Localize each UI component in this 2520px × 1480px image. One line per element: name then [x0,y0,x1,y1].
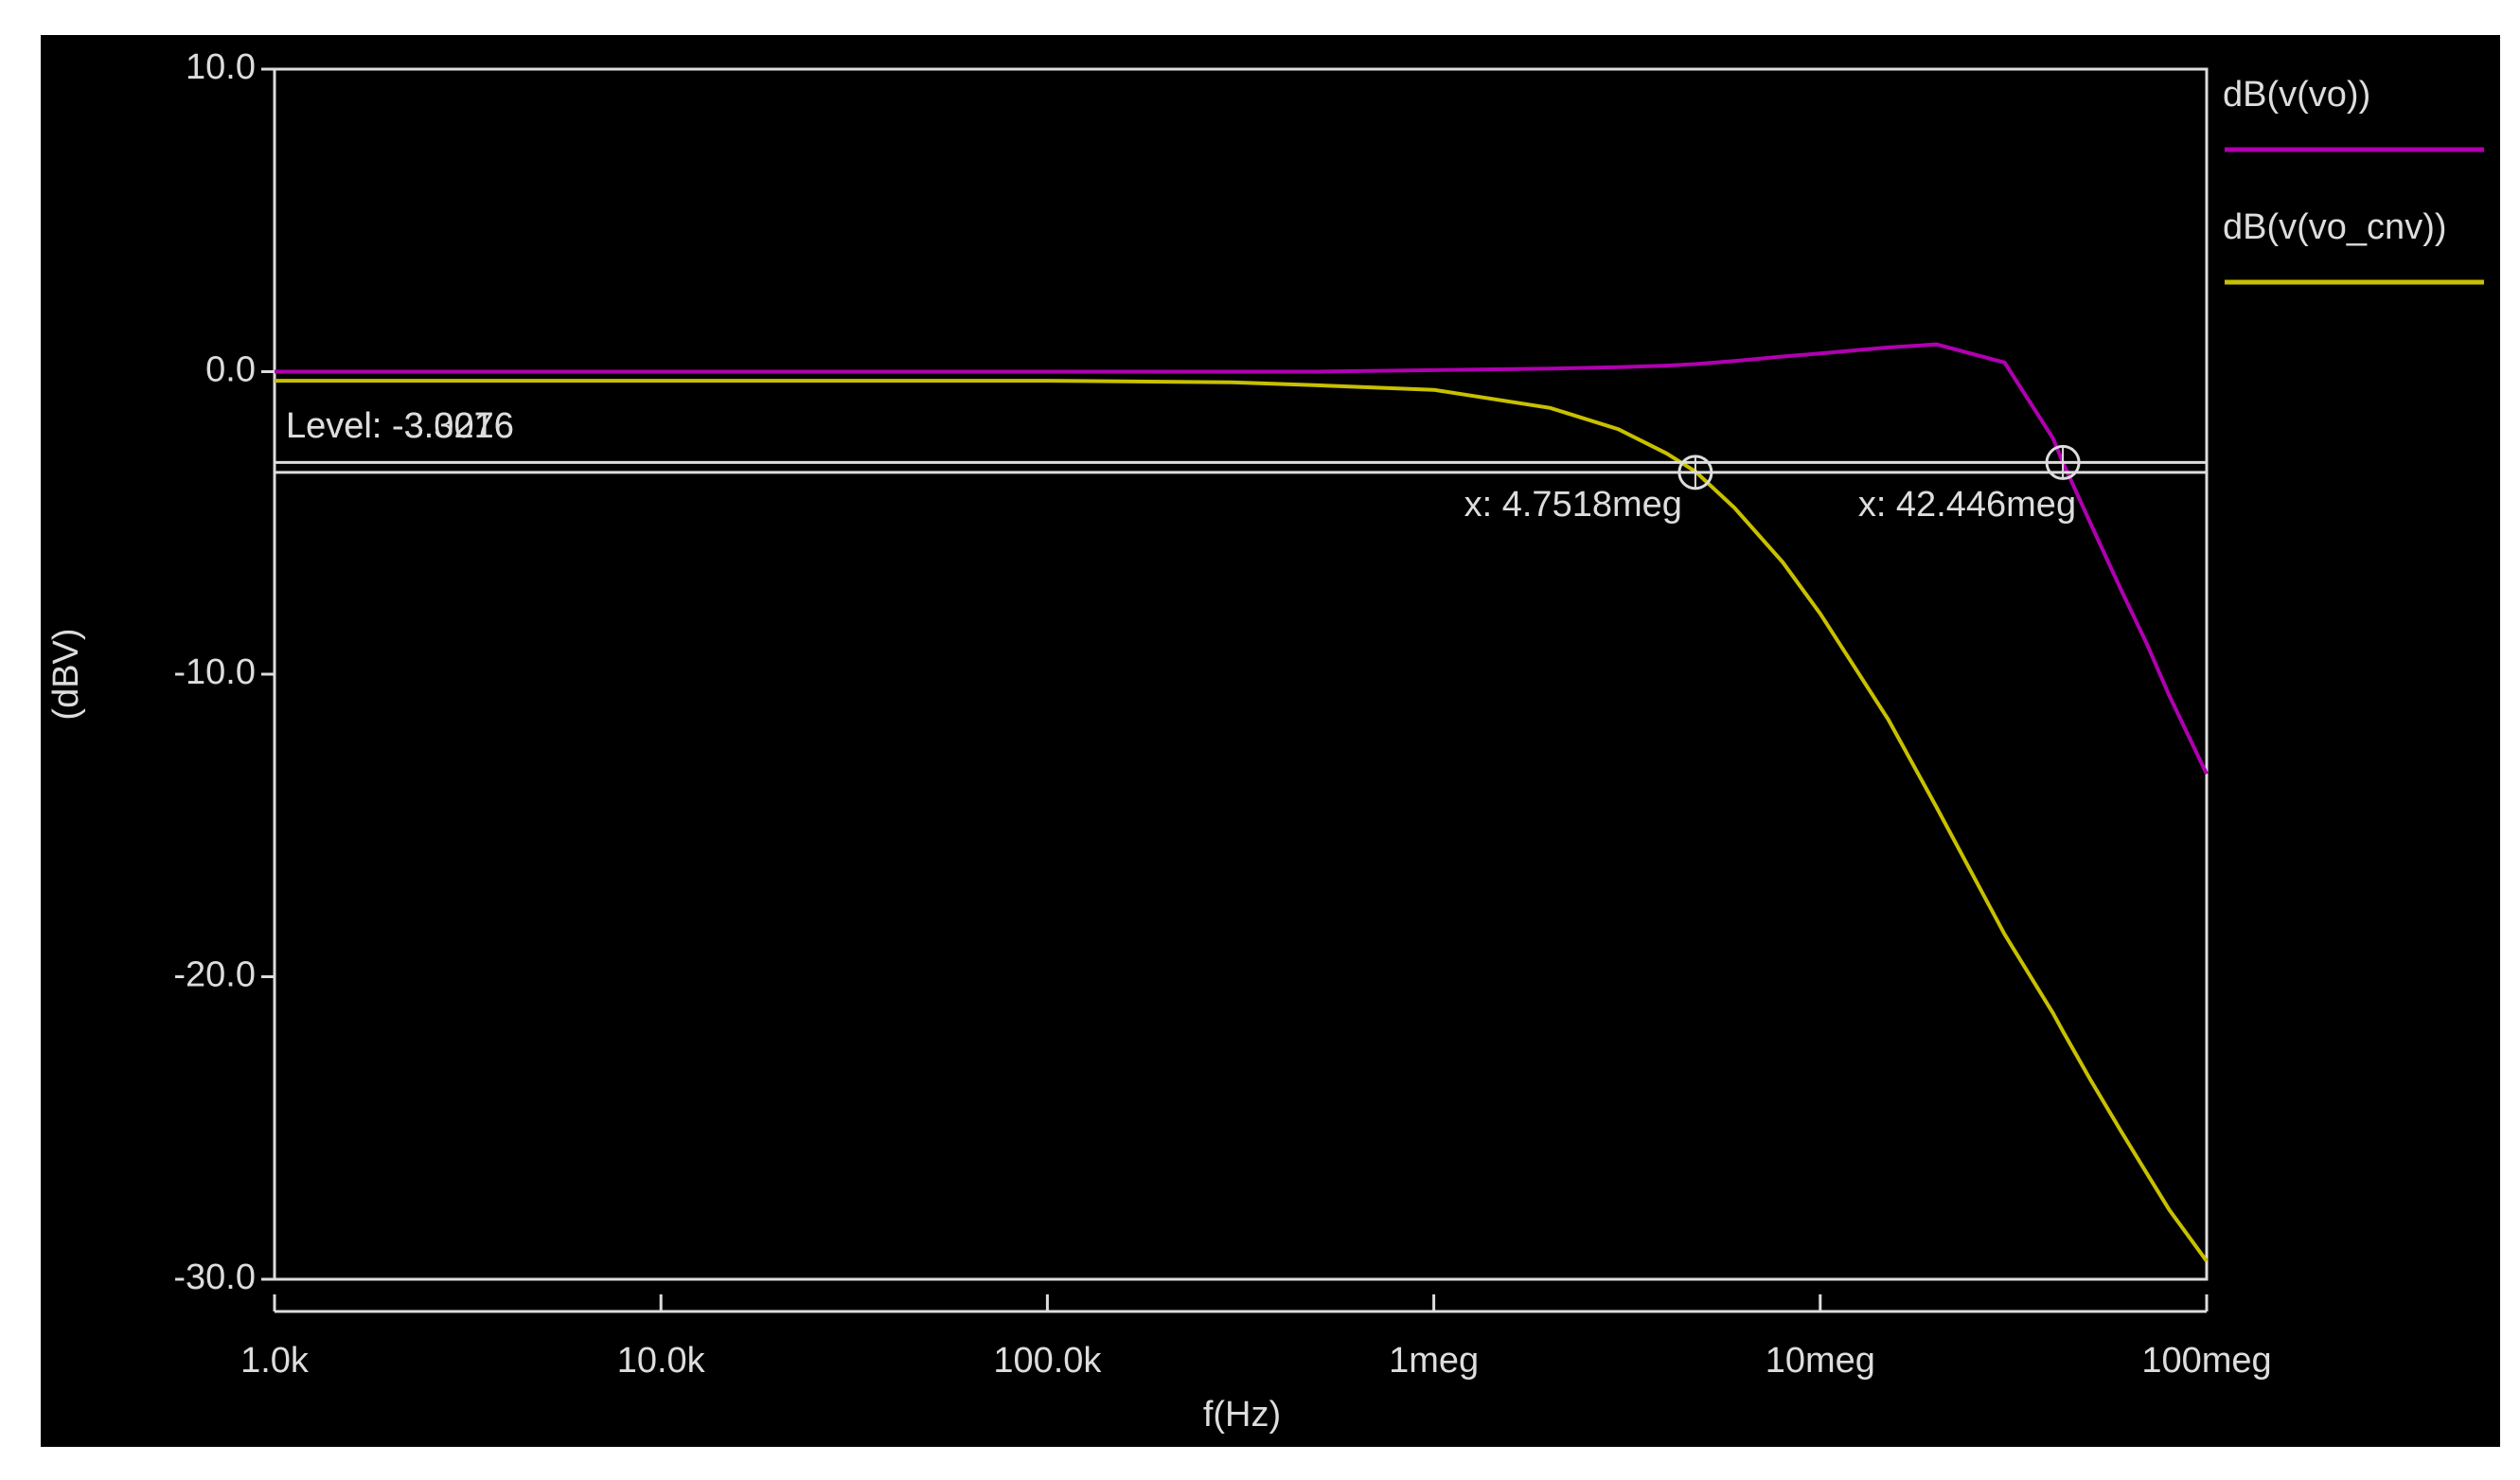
x-tick-label: 1.0k [240,1341,310,1381]
y-tick-label: 10.0 [186,47,256,87]
x-tick-label: 10.0k [617,1341,706,1381]
y-axis-label: (dBV) [46,628,86,720]
legend-label: dB(v(vo_cnv)) [2223,207,2447,247]
x-tick-label: 1meg [1389,1341,1479,1381]
series-line [275,379,2209,1262]
x-axis-label: f(Hz) [1203,1395,1281,1435]
cursor-level-label: Level: -3.3276 [286,406,514,446]
y-tick-label: -10.0 [173,652,256,692]
cursor-level-label: Level: -3.0016 [286,406,514,446]
y-tick-label: -30.0 [173,1257,256,1297]
cursor-x-label: x: 4.7518meg [1464,485,1682,525]
y-tick-label: -20.0 [173,955,256,995]
x-tick-label: 10meg [1766,1341,1875,1381]
legend-label: dB(v(vo)) [2223,75,2370,115]
series-line [275,342,2209,776]
x-tick-label: 100.0k [993,1341,1102,1381]
background [41,35,2500,1447]
cursor-x-label: x: 42.446meg [1858,485,2076,525]
y-tick-label: 0.0 [205,350,256,390]
x-tick-label: 100meg [2141,1341,2271,1381]
